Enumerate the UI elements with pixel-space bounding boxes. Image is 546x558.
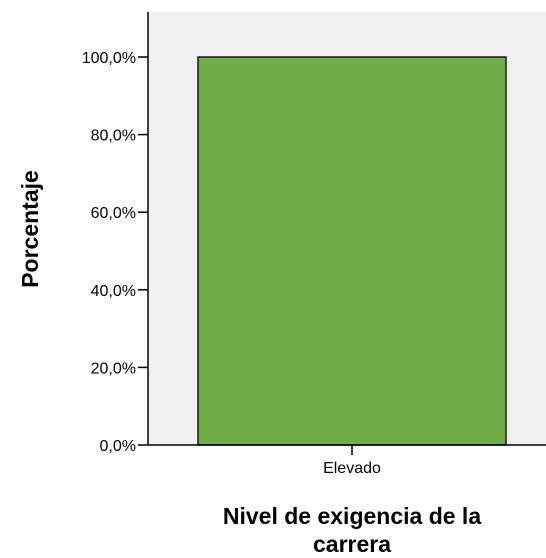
bar-elevado bbox=[197, 56, 507, 446]
y-tick-label: 100,0% bbox=[82, 50, 136, 67]
y-axis: 0,0% 20,0% 40,0% 60,0% 80,0% 100,0% bbox=[82, 12, 149, 455]
y-tick-label: 0,0% bbox=[100, 438, 136, 455]
y-tick-label: 40,0% bbox=[91, 283, 136, 300]
y-tick-label: 60,0% bbox=[91, 205, 136, 222]
bars-group bbox=[197, 56, 507, 446]
x-axis: Elevado bbox=[148, 444, 546, 477]
y-axis-title: Porcentaje bbox=[17, 170, 43, 288]
x-axis-title-line-1: Nivel de exigencia de la bbox=[223, 503, 481, 529]
y-tick-label: 20,0% bbox=[91, 360, 136, 377]
x-axis-title-line-2: carrera bbox=[313, 531, 391, 557]
x-tick-label: Elevado bbox=[323, 460, 381, 477]
y-tick-label: 80,0% bbox=[91, 128, 136, 145]
